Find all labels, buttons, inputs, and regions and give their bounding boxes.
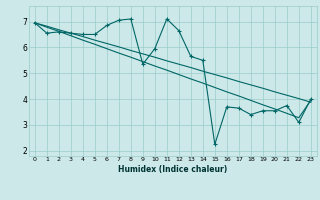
X-axis label: Humidex (Indice chaleur): Humidex (Indice chaleur) <box>118 165 228 174</box>
